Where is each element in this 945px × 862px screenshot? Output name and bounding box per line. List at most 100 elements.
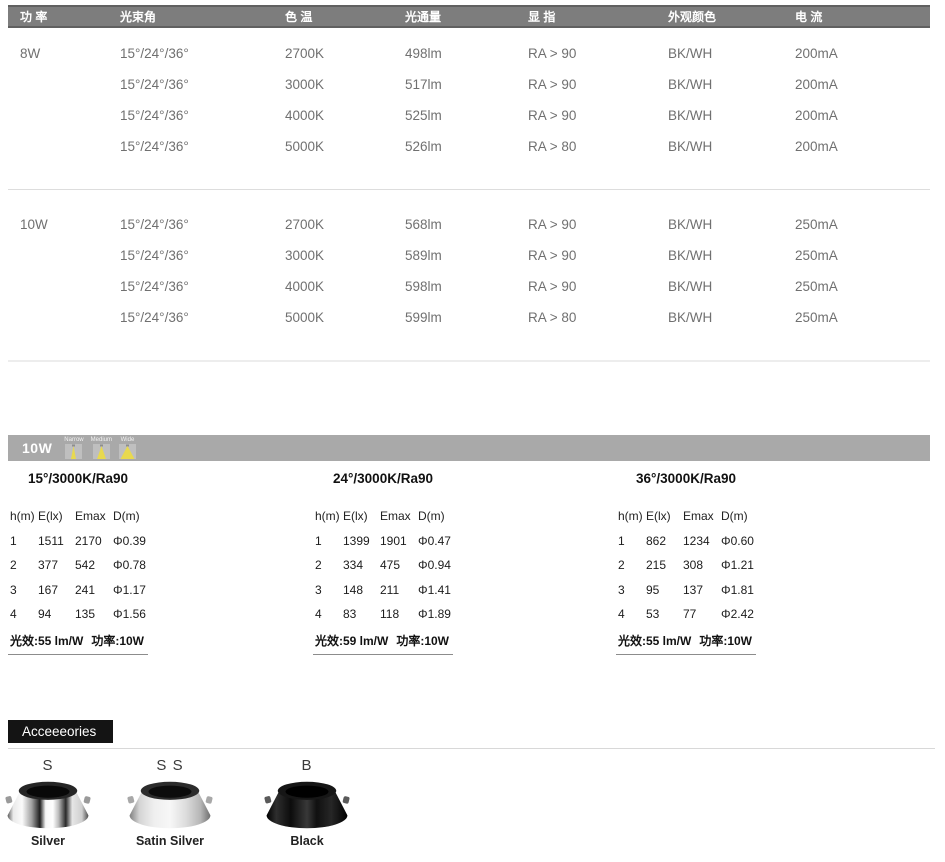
table-row: 15°/24°/36° 5000K 526lm RA > 80 BK/WH 20… bbox=[8, 131, 930, 162]
table-row: 8W 15°/24°/36° 2700K 498lm RA > 90 BK/WH… bbox=[8, 38, 930, 69]
photometric-table-24deg: 24°/3000K/Ra90 h(m) E(lx) Emax D(m) 1 13… bbox=[313, 470, 465, 655]
cell-h: 2 bbox=[618, 558, 625, 572]
cell-emax: 1234 bbox=[683, 533, 710, 548]
section-divider bbox=[8, 360, 930, 362]
efficacy-label: 光效:55 lm/W bbox=[618, 633, 692, 648]
cell-elx: 83 bbox=[343, 607, 357, 621]
cell-h: 1 bbox=[10, 533, 17, 548]
cell-cri: RA > 90 bbox=[528, 279, 577, 294]
satin-silver-reflector-image bbox=[127, 781, 213, 829]
cell-d: Φ2.42 bbox=[721, 607, 754, 621]
photometric-table-15deg: 15°/3000K/Ra90 h(m) E(lx) Emax D(m) 1 15… bbox=[8, 470, 160, 655]
col-header-beam-angle: 光束角 bbox=[120, 10, 157, 24]
spec-table-header: 功 率 光束角 色 温 光通量 显 指 外观颜色 电 流 bbox=[8, 5, 930, 28]
cell-d: Φ0.47 bbox=[418, 533, 451, 548]
cell-flux: 598lm bbox=[405, 279, 442, 294]
col-emax: Emax bbox=[75, 509, 106, 523]
cell-cri: RA > 90 bbox=[528, 217, 577, 232]
accessories-heading: Acceeeories bbox=[8, 720, 114, 743]
cell-emax: 2170 bbox=[75, 533, 102, 548]
accessory-code: S bbox=[42, 757, 54, 774]
cell-h: 1 bbox=[618, 533, 625, 548]
cell-current: 250mA bbox=[795, 279, 838, 294]
group-divider bbox=[8, 189, 930, 190]
cell-power: 8W bbox=[20, 46, 41, 61]
table-row: 4 83 118 Φ1.89 bbox=[313, 602, 465, 627]
col-elx: E(lx) bbox=[343, 509, 368, 523]
narrow-beam-icon bbox=[65, 444, 83, 459]
cell-current: 250mA bbox=[795, 310, 838, 325]
cell-elx: 1511 bbox=[38, 533, 64, 548]
photometric-table-title: 15°/3000K/Ra90 bbox=[28, 471, 128, 486]
cell-emax: 211 bbox=[380, 582, 400, 597]
cell-d: Φ1.41 bbox=[418, 582, 451, 597]
table-row: 4 94 135 Φ1.56 bbox=[8, 602, 160, 627]
table-row: 3 167 241 Φ1.17 bbox=[8, 578, 160, 603]
cell-beam-angle: 15°/24°/36° bbox=[120, 77, 189, 92]
photometric-table-36deg: 36°/3000K/Ra90 h(m) E(lx) Emax D(m) 1 86… bbox=[616, 470, 768, 655]
cell-elx: 167 bbox=[38, 582, 59, 597]
cell-beam-angle: 15°/24°/36° bbox=[120, 46, 189, 61]
table-row: 2 215 308 Φ1.21 bbox=[616, 553, 768, 578]
cell-flux: 589lm bbox=[405, 248, 442, 263]
accessories-divider bbox=[8, 748, 935, 749]
cell-d: Φ1.56 bbox=[113, 607, 146, 621]
cell-flux: 498lm bbox=[405, 46, 442, 61]
cell-beam-angle: 15°/24°/36° bbox=[120, 217, 189, 232]
cell-cct: 5000K bbox=[285, 310, 325, 325]
cell-beam-angle: 15°/24°/36° bbox=[120, 108, 189, 123]
accessory-silver: S Silver bbox=[0, 757, 96, 848]
table-row: 3 95 137 Φ1.81 bbox=[616, 578, 768, 603]
photometric-table-header: h(m) E(lx) Emax D(m) bbox=[616, 504, 768, 529]
table-row: 1 1399 1901 Φ0.47 bbox=[313, 529, 465, 554]
table-row: 4 53 77 Φ2.42 bbox=[616, 602, 768, 627]
cell-elx: 862 bbox=[646, 533, 667, 548]
photometric-table-footer: 光效:55 lm/W 功率:10W bbox=[616, 629, 756, 655]
cell-power: 10W bbox=[20, 217, 48, 232]
col-d: D(m) bbox=[721, 509, 748, 523]
beam-wide: Wide bbox=[118, 437, 136, 459]
cell-h: 4 bbox=[618, 607, 625, 621]
cell-flux: 599lm bbox=[405, 310, 442, 325]
efficacy-label: 光效:55 lm/W bbox=[10, 633, 84, 648]
col-emax: Emax bbox=[380, 509, 411, 523]
cell-h: 4 bbox=[10, 607, 17, 621]
beam-wide-label: Wide bbox=[120, 437, 135, 443]
cell-cct: 5000K bbox=[285, 139, 325, 154]
cell-h: 3 bbox=[315, 582, 322, 597]
cell-flux: 526lm bbox=[405, 139, 442, 154]
cell-h: 3 bbox=[618, 582, 625, 597]
cell-elx: 334 bbox=[343, 558, 364, 572]
cell-elx: 148 bbox=[343, 582, 364, 597]
cell-flux: 568lm bbox=[405, 217, 442, 232]
cell-emax: 118 bbox=[380, 607, 400, 621]
cell-emax: 137 bbox=[683, 582, 704, 597]
cell-flux: 525lm bbox=[405, 108, 442, 123]
cell-cct: 2700K bbox=[285, 217, 325, 232]
beam-narrow: Narrow bbox=[64, 437, 84, 459]
cell-power bbox=[20, 271, 120, 302]
cell-d: Φ0.39 bbox=[113, 533, 146, 548]
photometric-table-footer: 光效:59 lm/W 功率:10W bbox=[313, 629, 453, 655]
table-row: 1 1511 2170 Φ0.39 bbox=[8, 529, 160, 554]
beam-narrow-label: Narrow bbox=[64, 437, 84, 443]
photometric-table-header: h(m) E(lx) Emax D(m) bbox=[313, 504, 465, 529]
cell-beam-angle: 15°/24°/36° bbox=[120, 139, 189, 154]
col-header-power: 功 率 bbox=[20, 10, 48, 24]
cell-current: 250mA bbox=[795, 217, 838, 232]
cell-cct: 4000K bbox=[285, 108, 325, 123]
cell-cct: 3000K bbox=[285, 77, 325, 92]
col-h: h(m) bbox=[10, 509, 35, 523]
cell-cri: RA > 80 bbox=[528, 139, 577, 154]
cell-cri: RA > 90 bbox=[528, 77, 577, 92]
accessory-code: S S bbox=[156, 757, 184, 774]
cell-h: 1 bbox=[315, 533, 322, 548]
cell-finish: BK/WH bbox=[668, 46, 713, 61]
col-d: D(m) bbox=[418, 509, 445, 523]
accessories-heading-label: Acceeeories bbox=[22, 724, 97, 739]
beam-icons: Narrow Medium Wide bbox=[64, 435, 136, 461]
cell-current: 250mA bbox=[795, 248, 838, 263]
cell-finish: BK/WH bbox=[668, 217, 713, 232]
accessory-black: B Black bbox=[259, 757, 355, 848]
